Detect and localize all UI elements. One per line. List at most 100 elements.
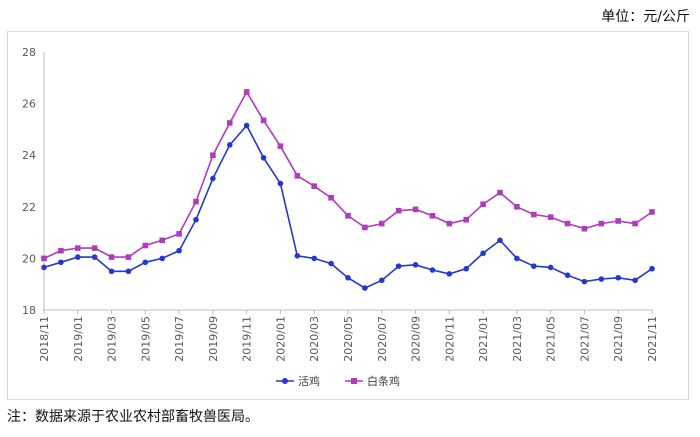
- data-point-white-chicken: [514, 204, 520, 210]
- x-tick-label: 2019/01: [72, 316, 85, 362]
- x-tick-label: 2020/07: [376, 316, 389, 362]
- data-point-live-chicken: [497, 237, 503, 244]
- data-point-live-chicken: [125, 268, 132, 275]
- data-point-white-chicken: [41, 255, 47, 262]
- data-point-live-chicken: [311, 255, 318, 262]
- x-tick-label: 2021/07: [578, 316, 591, 362]
- data-point-white-chicken: [463, 216, 470, 223]
- legend-marker-circle: [282, 378, 288, 384]
- data-point-white-chicken: [497, 189, 503, 196]
- data-point-live-chicken: [395, 263, 402, 269]
- data-point-live-chicken: [328, 260, 334, 267]
- data-point-live-chicken: [41, 264, 47, 271]
- data-point-white-chicken: [564, 220, 571, 227]
- data-point-white-chicken: [480, 201, 486, 208]
- x-tick-label: 2018/11: [38, 316, 51, 362]
- data-point-white-chicken: [547, 214, 554, 220]
- data-point-white-chicken: [260, 117, 267, 124]
- data-point-live-chicken: [58, 259, 64, 266]
- data-point-white-chicken: [193, 198, 199, 205]
- data-point-white-chicken: [615, 218, 622, 224]
- series-markers: [41, 89, 655, 291]
- series-lines: [43, 90, 653, 290]
- x-tick-label: 2021/01: [477, 316, 490, 362]
- data-point-white-chicken: [210, 152, 216, 158]
- data-point-live-chicken: [463, 265, 470, 272]
- data-point-live-chicken: [294, 253, 301, 259]
- data-point-live-chicken: [378, 277, 385, 284]
- data-point-live-chicken: [210, 175, 216, 182]
- legend-label: 白条鸡: [367, 374, 400, 388]
- x-tick-label: 2019/07: [173, 316, 186, 362]
- data-point-live-chicken: [547, 264, 554, 271]
- x-tick-label: 2020/11: [443, 316, 456, 362]
- data-point-white-chicken: [91, 245, 98, 251]
- x-tick-label: 2019/09: [207, 316, 220, 362]
- data-point-white-chicken: [581, 225, 588, 232]
- x-tick-label: 2020/05: [342, 316, 355, 362]
- y-tick-label: 18: [22, 304, 36, 317]
- data-point-white-chicken: [243, 89, 250, 95]
- x-tick-label: 2020/03: [308, 316, 321, 362]
- data-point-white-chicken: [176, 231, 182, 237]
- data-point-white-chicken: [362, 224, 368, 231]
- data-point-white-chicken: [142, 242, 149, 249]
- data-point-white-chicken: [294, 173, 301, 179]
- data-point-live-chicken: [176, 247, 182, 254]
- data-point-live-chicken: [345, 274, 351, 281]
- data-point-live-chicken: [615, 274, 622, 281]
- data-point-white-chicken: [598, 220, 605, 227]
- data-point-white-chicken: [395, 207, 402, 214]
- data-point-white-chicken: [125, 254, 132, 260]
- x-tick-label: 2020/09: [410, 316, 423, 362]
- data-point-white-chicken: [429, 213, 436, 219]
- data-point-white-chicken: [311, 183, 318, 189]
- data-point-white-chicken: [108, 254, 115, 260]
- x-tick-label: 2021/05: [545, 316, 558, 362]
- series-line-white-chicken: [43, 90, 653, 260]
- data-point-white-chicken: [277, 143, 284, 149]
- data-point-white-chicken: [58, 247, 64, 254]
- data-point-live-chicken: [193, 216, 199, 223]
- y-tick-label: 28: [22, 46, 36, 59]
- data-point-live-chicken: [480, 250, 486, 257]
- data-point-live-chicken: [243, 122, 250, 129]
- x-tick-label: 2019/03: [106, 316, 119, 362]
- legend-label: 活鸡: [298, 374, 320, 388]
- data-point-live-chicken: [564, 272, 571, 278]
- data-point-live-chicken: [429, 267, 436, 273]
- data-point-live-chicken: [260, 154, 267, 161]
- data-point-white-chicken: [226, 120, 233, 126]
- x-tick-label: 2019/05: [139, 316, 152, 362]
- data-point-white-chicken: [328, 194, 334, 201]
- data-point-live-chicken: [277, 180, 284, 187]
- x-tick-label: 2021/03: [511, 316, 524, 362]
- unit-label: 单位：元/公斤: [601, 9, 690, 25]
- data-point-live-chicken: [74, 254, 81, 260]
- x-tick-label: 2020/01: [274, 316, 287, 362]
- chart-frame: 18 20 22 24 26 28 2018/11 2019/01 2019/03 2019/0…: [7, 31, 689, 400]
- data-point-white-chicken: [412, 206, 419, 213]
- chart-axes: [43, 52, 653, 314]
- data-point-live-chicken: [362, 285, 368, 291]
- data-point-live-chicken: [226, 142, 233, 148]
- data-point-live-chicken: [530, 263, 537, 269]
- x-tick-label: 2021/09: [612, 316, 625, 362]
- data-point-white-chicken: [649, 209, 655, 215]
- data-point-live-chicken: [514, 255, 520, 262]
- data-point-live-chicken: [108, 268, 115, 275]
- x-tick-labels: 2018/11 2019/01 2019/03 2019/05 2019/07 2019/…: [38, 316, 659, 362]
- source-note: 注：数据来源于农业农村部畜牧兽医局。: [7, 409, 259, 425]
- y-tick-label: 24: [22, 149, 36, 162]
- data-point-white-chicken: [159, 237, 166, 244]
- y-tick-labels: 18 20 22 24 26 28: [22, 46, 36, 317]
- data-point-live-chicken: [159, 255, 166, 262]
- x-tick-label: 2021/11: [646, 316, 659, 362]
- data-point-white-chicken: [74, 245, 81, 251]
- data-point-live-chicken: [142, 259, 149, 266]
- data-point-white-chicken: [530, 211, 537, 218]
- data-point-white-chicken: [446, 220, 453, 227]
- line-chart: 18 20 22 24 26 28 2018/11 2019/01 2019/03 2019/0…: [22, 46, 659, 388]
- y-tick-label: 22: [22, 201, 36, 214]
- data-point-live-chicken: [446, 271, 453, 277]
